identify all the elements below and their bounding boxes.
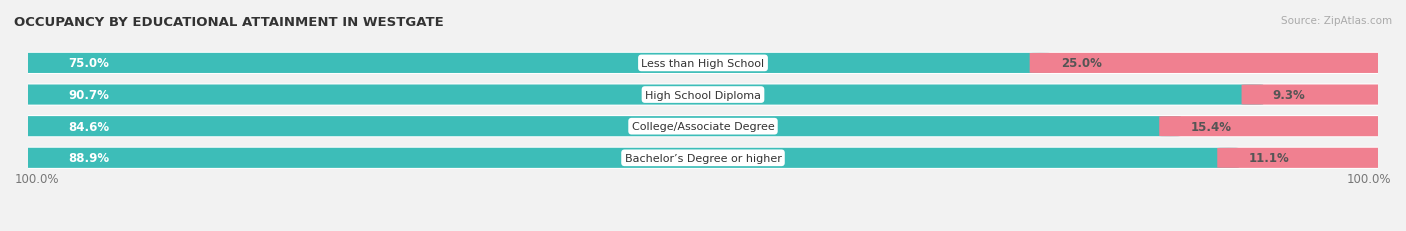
FancyBboxPatch shape [17, 85, 1389, 105]
FancyBboxPatch shape [1218, 148, 1389, 168]
FancyBboxPatch shape [17, 117, 1389, 137]
FancyBboxPatch shape [17, 85, 1263, 105]
FancyBboxPatch shape [1029, 54, 1389, 74]
FancyBboxPatch shape [17, 148, 1239, 168]
Text: Less than High School: Less than High School [641, 59, 765, 69]
Text: 75.0%: 75.0% [69, 57, 110, 70]
Text: Bachelor’s Degree or higher: Bachelor’s Degree or higher [624, 153, 782, 163]
FancyBboxPatch shape [17, 54, 1389, 74]
Text: 11.1%: 11.1% [1249, 152, 1289, 165]
Text: 84.6%: 84.6% [69, 120, 110, 133]
Text: High School Diploma: High School Diploma [645, 90, 761, 100]
Text: 25.0%: 25.0% [1060, 57, 1101, 70]
Text: Source: ZipAtlas.com: Source: ZipAtlas.com [1281, 16, 1392, 26]
Text: College/Associate Degree: College/Associate Degree [631, 122, 775, 132]
FancyBboxPatch shape [1159, 117, 1389, 137]
Text: OCCUPANCY BY EDUCATIONAL ATTAINMENT IN WESTGATE: OCCUPANCY BY EDUCATIONAL ATTAINMENT IN W… [14, 16, 444, 29]
Text: 90.7%: 90.7% [69, 89, 110, 102]
FancyBboxPatch shape [17, 148, 1389, 168]
Text: 88.9%: 88.9% [69, 152, 110, 165]
Text: 100.0%: 100.0% [1347, 173, 1392, 185]
FancyBboxPatch shape [1241, 85, 1389, 105]
FancyBboxPatch shape [17, 117, 1181, 137]
Text: 100.0%: 100.0% [14, 173, 59, 185]
Text: 9.3%: 9.3% [1272, 89, 1305, 102]
FancyBboxPatch shape [17, 54, 1052, 74]
Text: 15.4%: 15.4% [1191, 120, 1232, 133]
